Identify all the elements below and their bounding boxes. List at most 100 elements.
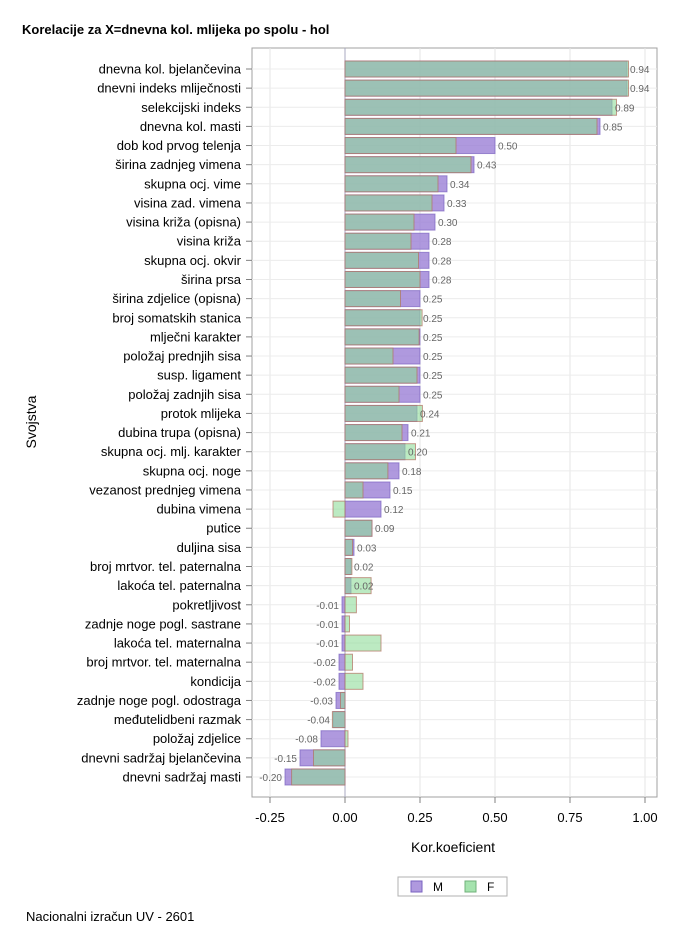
data-label: 0.18 (402, 467, 422, 478)
category-label: duljina sisa (177, 540, 242, 555)
x-tick-label: 0.00 (332, 810, 357, 825)
category-label: selekcijski indeks (141, 100, 241, 115)
data-label: 0.02 (354, 582, 374, 593)
bar-f (344, 328, 420, 346)
bar-f (344, 577, 372, 595)
bar-f (344, 194, 433, 212)
x-axis-label: Kor.koeficient (411, 839, 495, 855)
category-label: skupna ocj. mlj. karakter (101, 444, 242, 459)
category-label: širina zdjelice (opisna) (112, 291, 241, 306)
bar-f (344, 270, 421, 288)
data-label: 0.25 (423, 352, 443, 363)
data-label: 0.25 (423, 295, 443, 306)
bar-f (344, 653, 353, 671)
footnote: Nacionalni izračun UV - 2601 (26, 909, 194, 924)
data-label: 0.25 (423, 390, 443, 401)
bar-f (344, 404, 423, 422)
x-tick-label: 0.75 (557, 810, 582, 825)
data-label: -0.08 (295, 735, 318, 746)
category-label: lakoća tel. maternalna (114, 636, 242, 651)
bar-f (344, 424, 403, 442)
category-label: broj mrtvor. tel. maternalna (86, 655, 241, 670)
category-labels: dnevna kol. bjelančevina dnevni indeks ml… (77, 62, 252, 785)
data-label: 0.03 (357, 543, 377, 554)
bar-f (344, 60, 629, 78)
category-label: zadnje noge pogl. sastrane (85, 616, 241, 631)
data-label: 0.34 (450, 180, 470, 191)
bar-f (344, 366, 418, 384)
category-label: visina križa (177, 234, 242, 249)
x-axis-ticks: -0.25 0.00 0.25 0.50 0.75 1.00 (255, 797, 658, 825)
bars: 0.94 0.94 0.89 0.85 0.500.43 0.34 0.33 0.30 0.28… (259, 60, 650, 786)
category-label: širina zadnjeg vimena (115, 157, 242, 172)
bar-f (344, 634, 382, 652)
x-tick-label: 0.25 (407, 810, 432, 825)
y-axis-label: Svojstva (23, 395, 39, 448)
data-label: 0.02 (354, 563, 374, 574)
legend-label-f: F (487, 880, 494, 894)
bar-m (320, 730, 346, 748)
bar-f (344, 672, 364, 690)
data-label: -0.04 (307, 716, 330, 727)
data-label: 0.85 (603, 122, 623, 133)
legend: M F (397, 876, 508, 897)
bar-f (344, 79, 629, 97)
legend-swatch-m (410, 880, 423, 893)
x-tick-label: 0.50 (482, 810, 507, 825)
bar-f (344, 443, 416, 461)
category-label: međutelidbeni razmak (114, 712, 242, 727)
legend-swatch-f (464, 880, 477, 893)
category-label: položaj zdjelice (153, 731, 241, 746)
data-label: 0.24 (420, 409, 440, 420)
category-label: visina križa (opisna) (126, 215, 241, 230)
category-label: protok mlijeka (161, 406, 242, 421)
data-label: 0.21 (411, 429, 431, 440)
data-label: -0.01 (316, 639, 339, 650)
bar-f (344, 175, 439, 193)
data-label: 0.28 (432, 256, 452, 267)
legend-label-m: M (433, 880, 443, 894)
data-label: -0.20 (259, 773, 282, 784)
bar-f (344, 462, 389, 480)
category-label: dob kod prvog telenja (117, 138, 242, 153)
data-label: 0.25 (423, 371, 443, 382)
x-tick-label: -0.25 (255, 810, 285, 825)
data-label: 0.25 (423, 333, 443, 344)
category-label: skupna ocj. vime (144, 176, 241, 191)
category-label: lakoća tel. paternalna (117, 578, 241, 593)
legend-box (397, 876, 508, 897)
bar-f (344, 98, 617, 116)
bar-f (340, 691, 346, 709)
data-label: -0.01 (316, 620, 339, 631)
category-label: broj mrtvor. tel. paternalna (90, 559, 242, 574)
bar-f (331, 711, 346, 729)
bar-f (344, 615, 350, 633)
bar-f (344, 519, 373, 537)
category-label: kondicija (190, 674, 241, 689)
bar-f (344, 347, 394, 365)
bar-f (344, 117, 598, 135)
bar-f (291, 768, 346, 786)
category-label: zadnje noge pogl. odostraga (77, 693, 242, 708)
x-tick-label: 1.00 (632, 810, 657, 825)
bar-f (344, 309, 423, 327)
category-label: dnevna kol. masti (140, 119, 241, 134)
category-label: visina zad. vimena (134, 195, 242, 210)
data-label: -0.02 (313, 677, 336, 688)
data-label: 0.43 (477, 161, 497, 172)
category-label: dnevna kol. bjelančevina (99, 62, 242, 77)
data-label: 0.12 (384, 505, 404, 516)
bar-m (338, 653, 346, 671)
bar-f (344, 385, 400, 403)
category-label: dubina vimena (156, 502, 241, 517)
category-label: susp. ligament (157, 368, 241, 383)
bar-f (344, 730, 349, 748)
category-label: broj somatskih stanica (112, 310, 241, 325)
category-label: dnevni indeks mliječnosti (97, 81, 241, 96)
bar-f (344, 481, 364, 499)
data-label: 0.94 (630, 84, 650, 95)
bar-f (344, 156, 472, 174)
category-label: dnevni sadržaj bjelančevina (81, 750, 241, 765)
bar-f (313, 749, 346, 767)
